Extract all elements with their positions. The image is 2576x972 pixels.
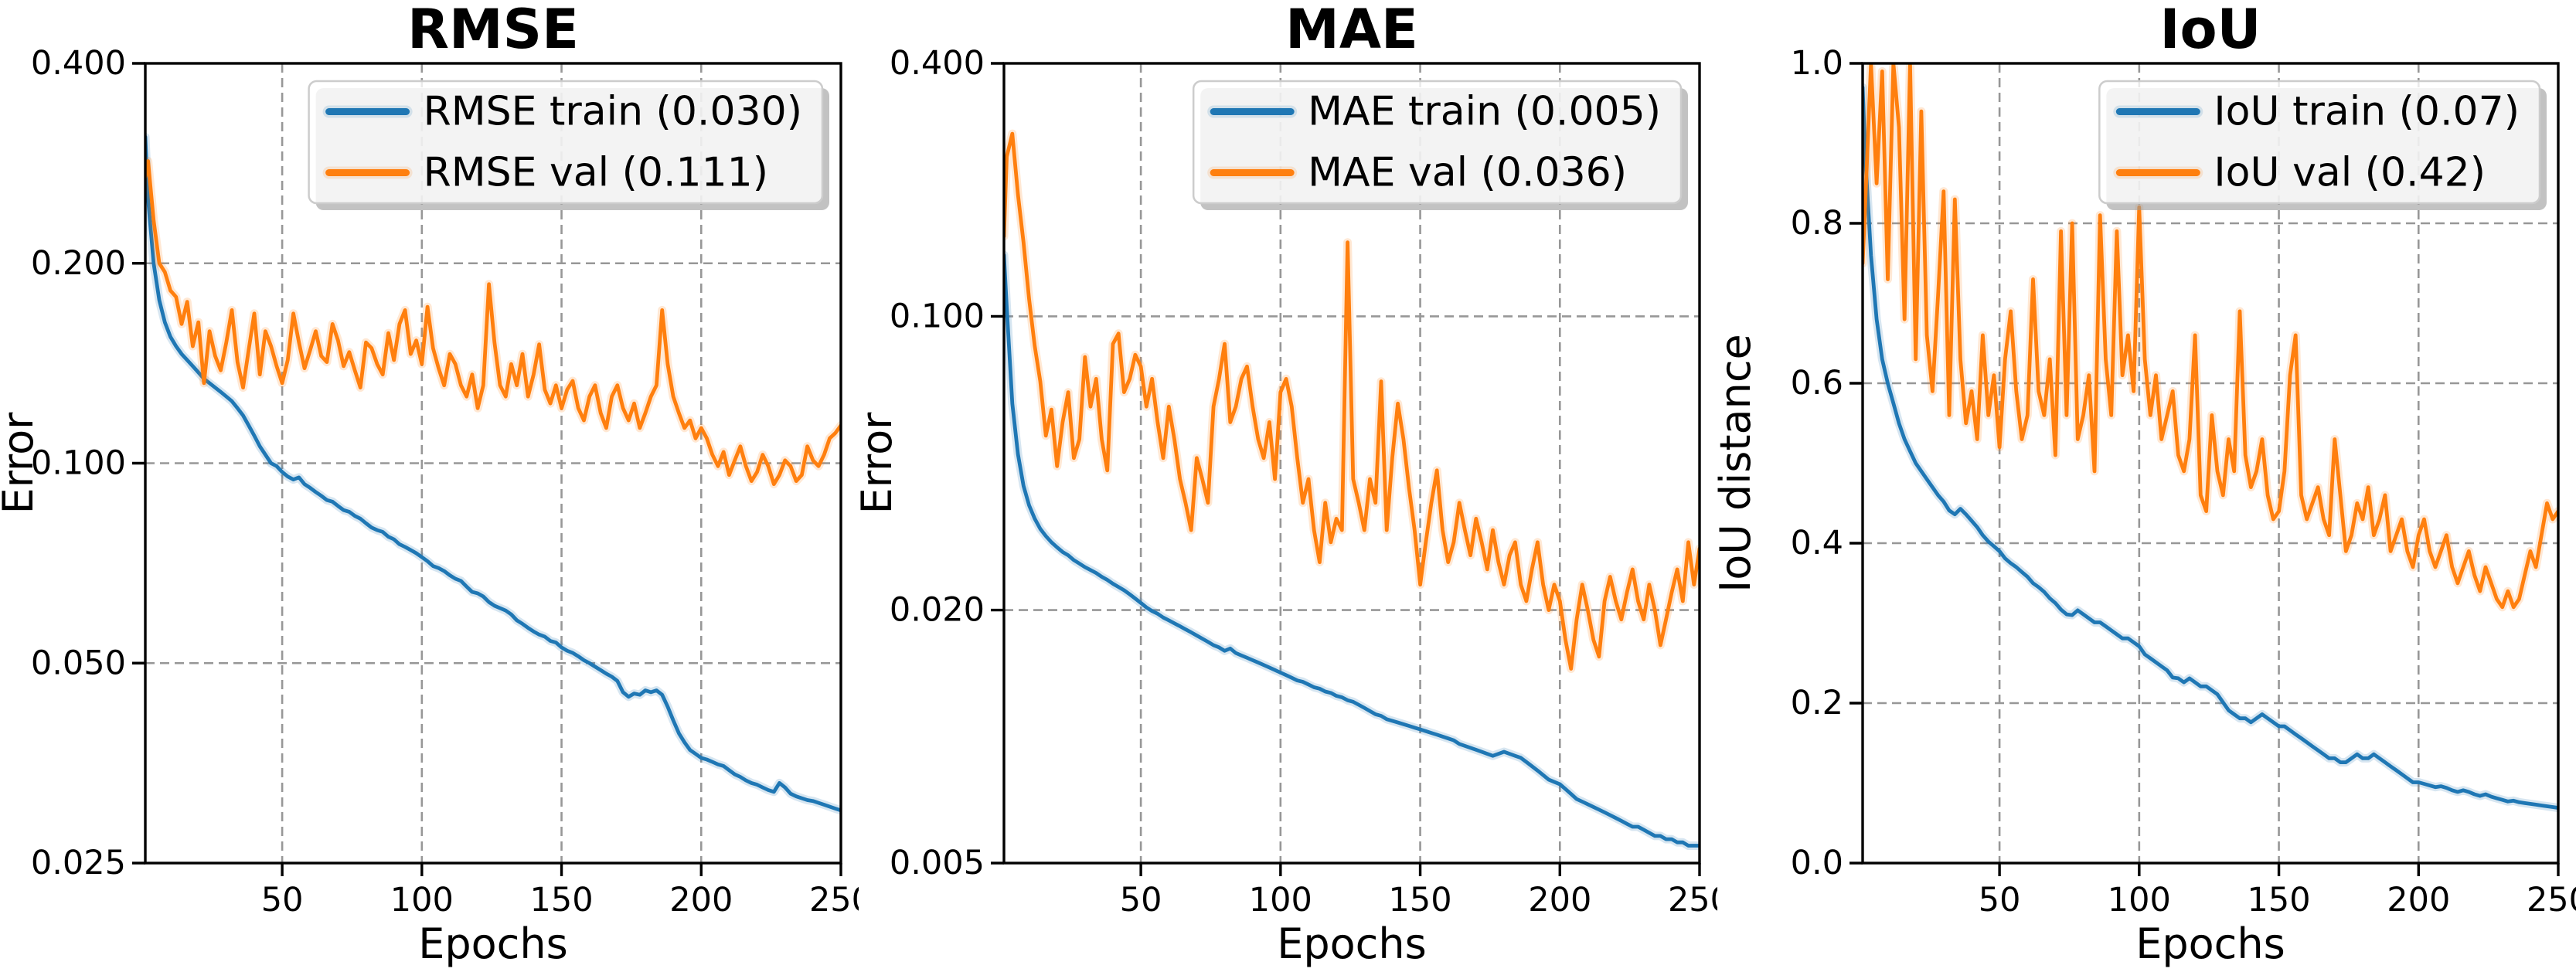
- chart-panel-rmse: 0.400 0.200 0.100 0.050 0.025 50 100 150 200 250 R…: [0, 0, 859, 972]
- tick-labels: 0.400 0.200 0.100 0.050 0.025 50 100 150 200 250: [31, 44, 859, 919]
- y-tick-label: 0.2: [1791, 684, 1843, 722]
- legend-entry: IoU val (0.42): [2113, 150, 2486, 196]
- mae-plot: 0.400 0.100 0.020 0.005 50 100 150 200 250 MAE Epo…: [859, 0, 1717, 968]
- x-tick-label: 100: [1249, 881, 1312, 919]
- legend-train-label: IoU train (0.07): [2214, 89, 2520, 135]
- legend-val-label: IoU val (0.42): [2214, 150, 2486, 196]
- y-tick-label: 0.200: [31, 244, 126, 283]
- tick-labels: 1.0 0.8 0.6 0.4 0.2 0.0 50 100 150 200 250: [1791, 44, 2576, 919]
- chart-panel-mae: 0.400 0.100 0.020 0.005 50 100 150 200 250 MAE Epo…: [859, 0, 1717, 972]
- x-tick-label: 150: [530, 881, 594, 919]
- val-line: [1863, 63, 2558, 610]
- x-tick-label: 150: [1389, 881, 1452, 919]
- train-line: [145, 134, 841, 813]
- x-tick-label: 100: [390, 881, 454, 919]
- y-tick-label: 0.0: [1791, 844, 1843, 882]
- legend: IoU train (0.07) IoU val (0.42): [2098, 80, 2547, 210]
- chart-title: RMSE: [407, 0, 579, 61]
- y-tick-label: 0.100: [890, 297, 985, 335]
- chart-title: MAE: [1285, 0, 1418, 61]
- legend-val-label: RMSE val (0.111): [424, 150, 768, 196]
- plot-spines: [1861, 62, 2560, 865]
- x-tick-label: 150: [2248, 881, 2311, 919]
- y-axis-label: IoU distance: [1717, 334, 1760, 592]
- val-line: [145, 159, 841, 486]
- y-tick-label: 0.005: [890, 844, 985, 882]
- legend-entry: RMSE val (0.111): [322, 150, 768, 196]
- train-line-halo: [145, 132, 841, 815]
- plot-spines: [1002, 62, 1701, 865]
- tick-labels: 0.400 0.100 0.020 0.005 50 100 150 200 250: [890, 44, 1717, 919]
- legend-val-label: MAE val (0.036): [1308, 150, 1627, 196]
- tick-marks: [991, 62, 1701, 876]
- series-group: [1004, 129, 1700, 850]
- x-tick-label: 50: [261, 881, 304, 919]
- rmse-plot: 0.400 0.200 0.100 0.050 0.025 50 100 150 200 250 R…: [0, 0, 859, 968]
- x-tick-label: 250: [2527, 881, 2576, 919]
- y-tick-label: 0.4: [1791, 524, 1843, 562]
- legend-entry: RMSE train (0.030): [322, 89, 802, 135]
- legend-entry: MAE train (0.005): [1207, 89, 1661, 135]
- tick-marks: [1849, 62, 2560, 876]
- x-tick-label: 250: [1668, 881, 1717, 919]
- x-tick-label: 200: [669, 881, 733, 919]
- legend: MAE train (0.005) MAE val (0.036): [1192, 80, 1688, 210]
- x-tick-label: 50: [1979, 881, 2021, 919]
- y-axis-label: Error: [0, 412, 43, 514]
- x-tick-label: 250: [809, 881, 859, 919]
- x-tick-label: 50: [1120, 881, 1162, 919]
- x-axis-label: Epochs: [2135, 919, 2285, 968]
- x-tick-label: 100: [2108, 881, 2171, 919]
- x-axis-label: Epochs: [418, 919, 567, 968]
- y-tick-label: 0.100: [31, 444, 126, 483]
- y-tick-label: 0.025: [31, 844, 126, 882]
- y-tick-label: 0.400: [890, 44, 985, 83]
- y-tick-label: 1.0: [1791, 44, 1843, 83]
- chart-panel-iou: 1.0 0.8 0.6 0.4 0.2 0.0 50 100 150 200 250 IoU Epoch…: [1717, 0, 2576, 972]
- y-tick-label: 0.050: [31, 644, 126, 682]
- y-tick-label: 0.6: [1791, 364, 1843, 403]
- x-axis-label: Epochs: [1277, 919, 1426, 968]
- y-tick-label: 0.8: [1791, 204, 1843, 243]
- legend-train-label: MAE train (0.005): [1308, 89, 1661, 135]
- x-tick-label: 200: [1528, 881, 1591, 919]
- val-line: [1004, 131, 1700, 671]
- series-group: [145, 132, 841, 815]
- y-tick-label: 0.400: [31, 44, 126, 83]
- legend-entry: MAE val (0.036): [1207, 150, 1627, 196]
- iou-plot: 1.0 0.8 0.6 0.4 0.2 0.0 50 100 150 200 250 IoU Epoch…: [1717, 0, 2576, 968]
- train-line: [1004, 253, 1700, 848]
- legend-entry: IoU train (0.07): [2113, 89, 2520, 135]
- y-tick-label: 0.020: [890, 591, 985, 630]
- chart-title: IoU: [2160, 0, 2261, 61]
- train-line: [1863, 85, 2558, 810]
- tick-marks: [132, 62, 842, 876]
- legend-train-label: RMSE train (0.030): [424, 89, 802, 135]
- legend: RMSE train (0.030) RMSE val (0.111): [308, 80, 829, 210]
- x-tick-label: 200: [2387, 881, 2450, 919]
- y-axis-label: Error: [859, 412, 901, 514]
- series-group: [1863, 63, 2558, 813]
